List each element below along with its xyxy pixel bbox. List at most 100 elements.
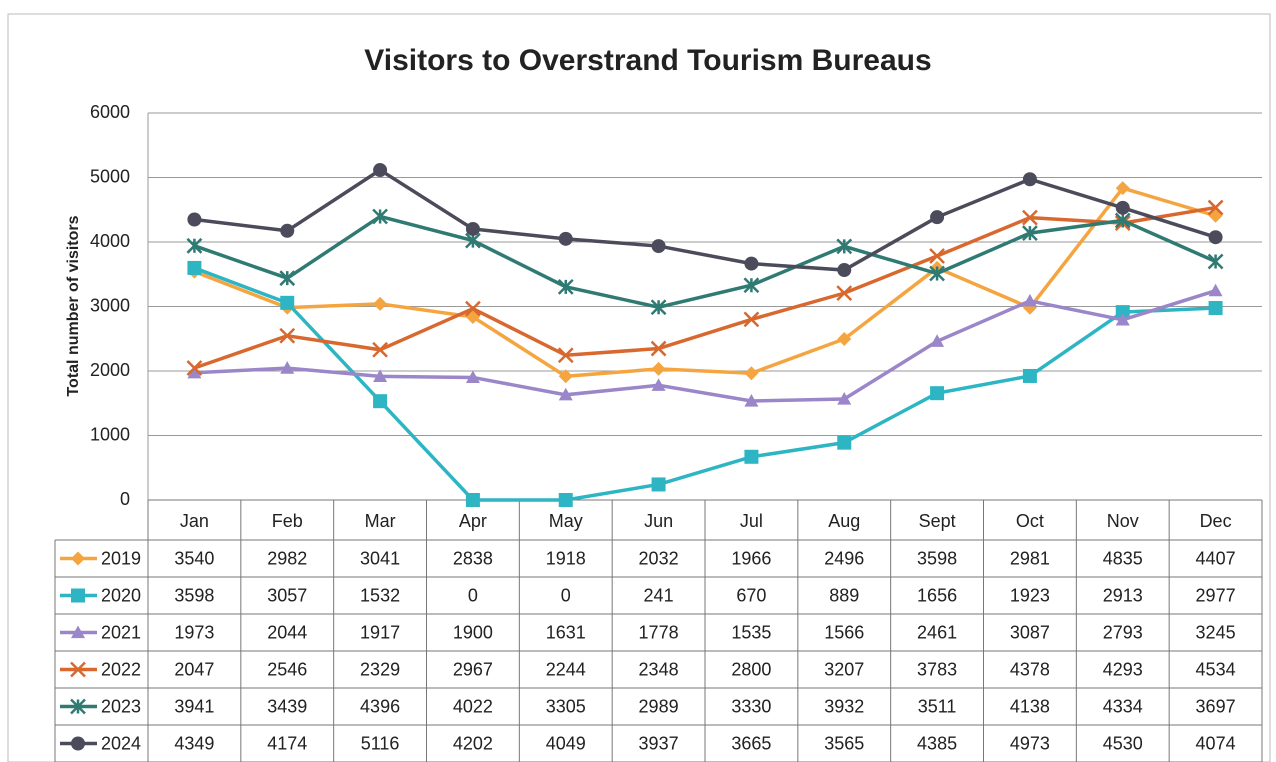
table-cell: 4138 — [1010, 696, 1050, 716]
marker — [744, 449, 759, 464]
marker — [651, 361, 666, 376]
table-cell: 241 — [644, 585, 674, 605]
table-cell: 1535 — [731, 622, 771, 642]
series-line — [193, 266, 1216, 502]
marker — [280, 223, 295, 238]
y-tick-label: 1000 — [90, 424, 130, 444]
series-line — [193, 186, 1217, 379]
marker — [558, 387, 573, 401]
marker — [557, 347, 574, 364]
table-cell: 2461 — [917, 622, 957, 642]
table-cell: 3941 — [174, 696, 214, 716]
marker — [651, 239, 666, 254]
legend-label: 2022 — [101, 659, 141, 679]
marker — [836, 238, 853, 255]
table-cell: 3439 — [267, 696, 307, 716]
marker — [930, 210, 945, 225]
marker — [186, 237, 203, 254]
table-cell: 3598 — [917, 548, 957, 568]
y-tick-label: 2000 — [90, 360, 130, 380]
table-cell: 3245 — [1196, 622, 1236, 642]
x-tick-label: Aug — [828, 511, 860, 531]
marker — [651, 477, 666, 492]
series-line — [193, 214, 1217, 310]
table-cell: 1966 — [731, 548, 771, 568]
marker — [930, 386, 945, 401]
y-tick-label: 4000 — [90, 231, 130, 251]
table-cell: 2913 — [1103, 585, 1143, 605]
table-cell: 1566 — [824, 622, 864, 642]
marker — [1115, 200, 1130, 215]
table-cell: 2244 — [546, 659, 586, 679]
table-cell: 1631 — [546, 622, 586, 642]
x-tick-label: Sept — [919, 511, 956, 531]
marker — [650, 299, 667, 316]
x-tick-label: Mar — [365, 511, 396, 531]
table-cell: 3937 — [639, 733, 679, 753]
marker — [930, 334, 945, 347]
marker — [1022, 293, 1037, 307]
x-tick-label: Nov — [1107, 511, 1139, 531]
table-cell: 3697 — [1196, 696, 1236, 716]
table-cell: 3540 — [174, 548, 214, 568]
table-cell: 3665 — [731, 733, 771, 753]
marker — [1115, 312, 1130, 326]
x-tick-label: Dec — [1200, 511, 1232, 531]
x-tick-label: May — [549, 511, 583, 531]
table-cell: 2546 — [267, 659, 307, 679]
marker — [279, 270, 296, 287]
marker — [743, 311, 760, 328]
table-cell: 4334 — [1103, 696, 1143, 716]
table-cell: 2047 — [174, 659, 214, 679]
table-cell: 0 — [561, 585, 571, 605]
marker — [465, 493, 480, 507]
marker — [558, 231, 573, 246]
marker — [837, 391, 852, 405]
marker — [1207, 199, 1224, 216]
table-cell: 4349 — [174, 733, 214, 753]
y-tick-label: 0 — [120, 489, 130, 509]
table-cell: 2989 — [639, 696, 679, 716]
table-cell: 3330 — [731, 696, 771, 716]
table-cell: 3565 — [824, 733, 864, 753]
table-cell: 2982 — [267, 548, 307, 568]
table-cell: 3207 — [824, 659, 864, 679]
marker — [1208, 230, 1223, 245]
table-cell: 889 — [829, 585, 859, 605]
table-cell: 3598 — [174, 585, 214, 605]
legend-label: 2020 — [101, 585, 141, 605]
marker — [373, 394, 388, 409]
x-tick-label: Feb — [272, 511, 303, 531]
marker — [837, 435, 852, 450]
table-cell: 2032 — [639, 548, 679, 568]
marker — [837, 263, 852, 278]
table-cell: 4202 — [453, 733, 493, 753]
table-cell: 5116 — [361, 733, 400, 753]
table-cell: 2977 — [1196, 585, 1236, 605]
marker — [71, 551, 85, 566]
marker — [373, 369, 388, 382]
table-cell: 2800 — [731, 659, 771, 679]
marker — [71, 625, 85, 639]
table-cell: 4022 — [453, 696, 493, 716]
marker — [1114, 212, 1131, 229]
marker — [279, 327, 296, 344]
table-cell: 2348 — [639, 659, 679, 679]
table-cell: 2838 — [453, 548, 493, 568]
marker — [1022, 172, 1037, 187]
x-tick-label: Jul — [740, 511, 763, 531]
table-cell: 1532 — [360, 585, 400, 605]
legend-label: 2019 — [101, 548, 141, 568]
marker — [187, 365, 202, 379]
marker — [743, 277, 760, 294]
x-tick-label: Jan — [180, 511, 209, 531]
table-cell: 4835 — [1103, 548, 1143, 568]
chart-frame — [7, 13, 1271, 762]
marker — [651, 378, 666, 391]
marker — [929, 265, 945, 282]
marker — [1022, 209, 1038, 226]
marker — [1022, 368, 1037, 383]
legend-label: 2024 — [101, 733, 141, 753]
table-cell: 1900 — [453, 622, 493, 642]
